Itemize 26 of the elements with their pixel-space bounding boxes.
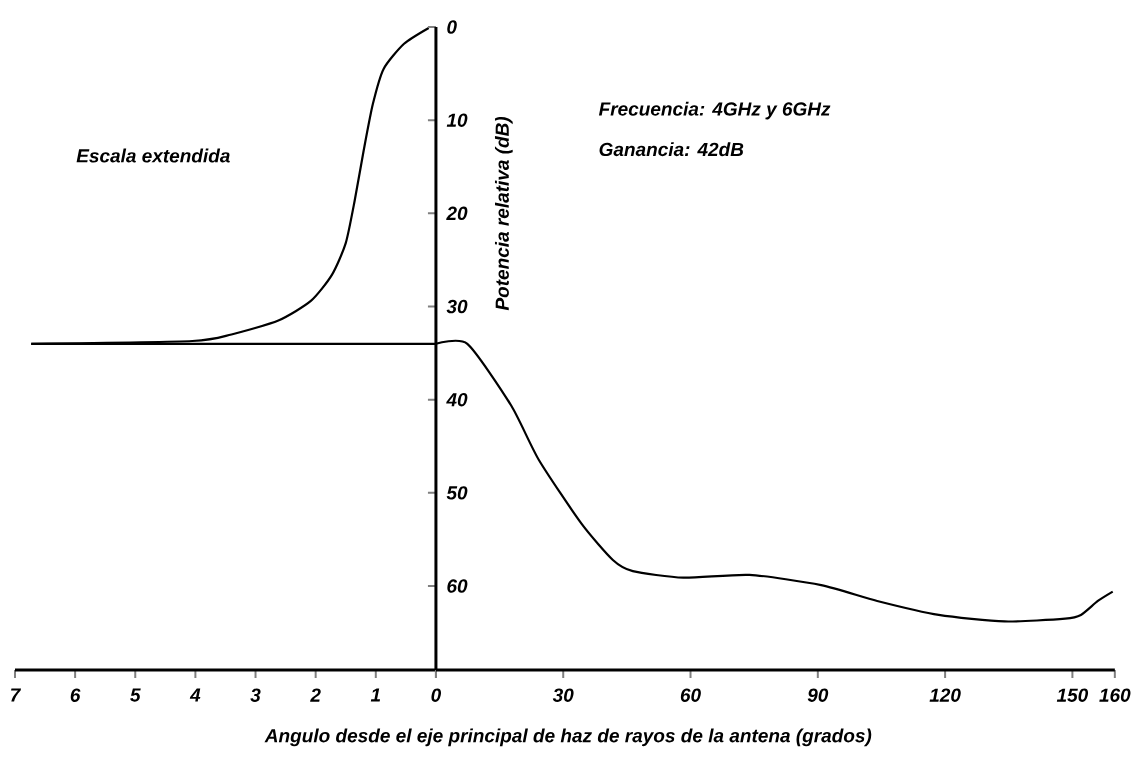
x-tick-label: 5 (130, 688, 141, 702)
annotation: Frecuencia: 4GHz y 6GHz (598, 101, 831, 120)
x-tick-label: 7 (11, 688, 22, 702)
x-tick-label: 120 (929, 688, 961, 702)
y-tick-label: 60 (447, 579, 468, 593)
x-axis-title: Angulo desde el eje principal de haz de rayos de la antena (grados) (264, 728, 872, 747)
annotation: Ganancia: 42dB (599, 142, 744, 157)
x-tick-label: 6 (70, 688, 81, 702)
x-tick-label: 3 (250, 688, 261, 702)
x-tick-label: 4 (189, 688, 201, 702)
y-tick-label: 0 (447, 20, 457, 34)
y-tick-label: 40 (446, 393, 468, 407)
y-tick-label: 10 (446, 113, 468, 127)
y-axis-title: Potencia relativa (dB) (494, 116, 513, 311)
x-tick-label: 30 (552, 688, 574, 702)
x-tick-label: 2 (310, 688, 321, 702)
y-tick-label: 50 (446, 486, 468, 500)
y-tick-label: 30 (446, 299, 468, 314)
x-tick-label: 160 (1099, 688, 1131, 702)
x-tick-label: 90 (807, 688, 829, 702)
x-tick-label: 150 (1056, 688, 1089, 702)
annotation: Escala extendida (76, 148, 230, 163)
x-tick-label: 60 (680, 688, 701, 702)
y-tick-label: 20 (446, 206, 468, 221)
x-tick-label: 1 (370, 688, 381, 702)
x-tick-label: 0 (431, 688, 442, 702)
